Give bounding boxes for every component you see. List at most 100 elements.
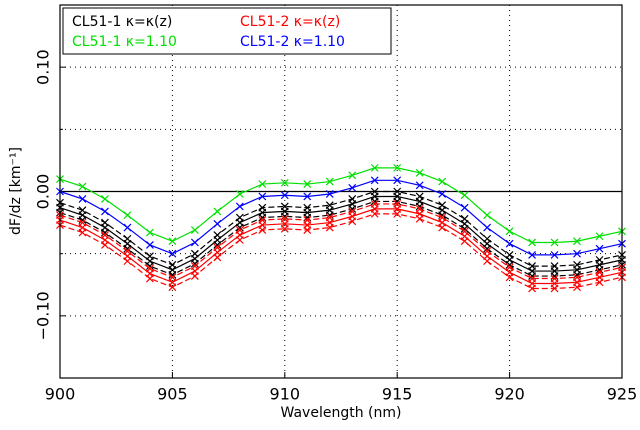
point-marker <box>303 208 312 217</box>
point-marker <box>438 218 447 227</box>
bound-line <box>59 203 623 280</box>
point-marker <box>348 171 357 180</box>
point-marker <box>78 211 87 220</box>
point-marker <box>595 232 604 241</box>
point-marker <box>370 163 379 172</box>
point-marker <box>415 197 424 206</box>
point-marker <box>573 278 581 287</box>
point-marker <box>528 250 537 259</box>
point-marker <box>528 238 537 247</box>
point-marker <box>123 211 132 220</box>
point-marker <box>258 221 267 229</box>
point-marker <box>595 260 604 269</box>
point-marker <box>258 180 267 188</box>
point-marker <box>393 204 402 213</box>
point-marker <box>258 192 267 201</box>
point-marker <box>168 265 177 274</box>
point-marker <box>145 228 154 237</box>
point-marker <box>483 239 492 248</box>
x-tick-label: 905 <box>157 385 188 404</box>
point-marker <box>101 223 109 232</box>
point-marker <box>393 192 402 201</box>
point-marker <box>460 191 469 200</box>
point-marker <box>325 177 334 186</box>
point-marker <box>438 177 447 186</box>
point-marker <box>393 176 402 185</box>
point-marker <box>550 250 559 259</box>
y-axis-label: dF/dz [km⁻¹] <box>8 147 24 235</box>
point-marker <box>438 190 447 198</box>
point-marker <box>595 273 604 282</box>
point-marker <box>550 279 559 288</box>
point-marker <box>370 192 379 201</box>
point-marker <box>78 223 87 232</box>
point-marker <box>168 237 177 246</box>
legend-entry: CL51-2 κ=1.10 <box>240 34 345 50</box>
point-marker <box>415 209 424 218</box>
point-marker <box>123 239 132 248</box>
point-marker <box>325 190 334 198</box>
point-marker <box>573 249 581 258</box>
point-marker <box>168 278 177 287</box>
point-marker <box>213 207 222 216</box>
point-marker <box>280 178 289 187</box>
x-axis-label: Wavelength (nm) <box>281 405 402 421</box>
point-marker <box>460 232 469 241</box>
x-tick-label: 900 <box>45 385 76 404</box>
point-marker <box>483 211 492 220</box>
legend-entry: CL51-1 κ=κ(z) <box>72 14 172 30</box>
point-marker <box>348 183 357 192</box>
point-marker <box>280 207 289 216</box>
point-marker <box>483 223 492 232</box>
legend-entry: CL51-2 κ=κ(z) <box>240 14 340 30</box>
point-marker <box>145 257 154 266</box>
point-marker <box>168 249 177 258</box>
bound-line <box>59 190 623 267</box>
point-marker <box>348 212 357 221</box>
series-line <box>59 167 623 244</box>
x-tick-label: 925 <box>607 385 638 404</box>
point-marker <box>190 238 199 247</box>
y-tick-label: −0.10 <box>34 291 53 340</box>
point-marker <box>528 267 537 275</box>
point-marker <box>235 231 244 239</box>
point-marker <box>280 191 289 200</box>
point-marker <box>505 268 514 277</box>
point-marker <box>145 241 154 249</box>
x-tick-label: 920 <box>494 385 525 404</box>
point-marker <box>460 203 469 212</box>
point-marker <box>348 200 357 208</box>
point-marker <box>460 219 469 228</box>
point-marker <box>303 192 312 201</box>
legend-entry: CL51-1 κ=1.10 <box>72 34 177 50</box>
point-marker <box>325 218 334 227</box>
point-marker <box>595 244 604 253</box>
point-marker <box>145 269 154 278</box>
point-marker <box>101 207 109 216</box>
point-marker <box>190 226 199 234</box>
point-marker <box>505 239 514 248</box>
point-marker <box>483 252 492 261</box>
plot-frame <box>59 4 623 379</box>
point-marker <box>101 236 109 244</box>
point-marker <box>528 279 537 288</box>
point-marker <box>550 267 559 275</box>
point-marker <box>258 208 267 217</box>
bound-line <box>59 213 623 290</box>
series-line <box>59 195 623 272</box>
point-marker <box>505 227 514 236</box>
point-marker <box>415 181 424 190</box>
point-marker <box>370 204 379 213</box>
point-marker <box>573 237 581 246</box>
point-marker <box>190 254 199 263</box>
point-marker <box>438 206 447 215</box>
point-marker <box>123 252 132 261</box>
point-marker <box>235 218 244 227</box>
point-marker <box>370 176 379 185</box>
x-tick-label: 915 <box>382 385 413 404</box>
x-tick-label: 910 <box>270 385 301 404</box>
point-marker <box>123 223 132 232</box>
y-tick-label: 0.10 <box>34 49 53 85</box>
point-marker <box>573 265 581 274</box>
